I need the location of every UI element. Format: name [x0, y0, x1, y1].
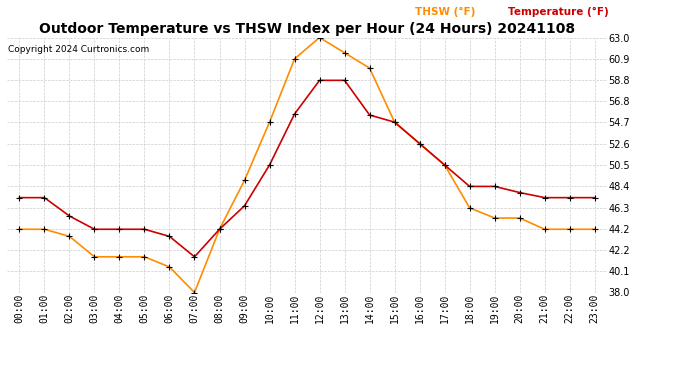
Title: Outdoor Temperature vs THSW Index per Hour (24 Hours) 20241108: Outdoor Temperature vs THSW Index per Ho…: [39, 22, 575, 36]
Text: Temperature (°F): Temperature (°F): [508, 7, 609, 17]
Text: Copyright 2024 Curtronics.com: Copyright 2024 Curtronics.com: [8, 45, 150, 54]
Text: THSW (°F): THSW (°F): [415, 7, 475, 17]
